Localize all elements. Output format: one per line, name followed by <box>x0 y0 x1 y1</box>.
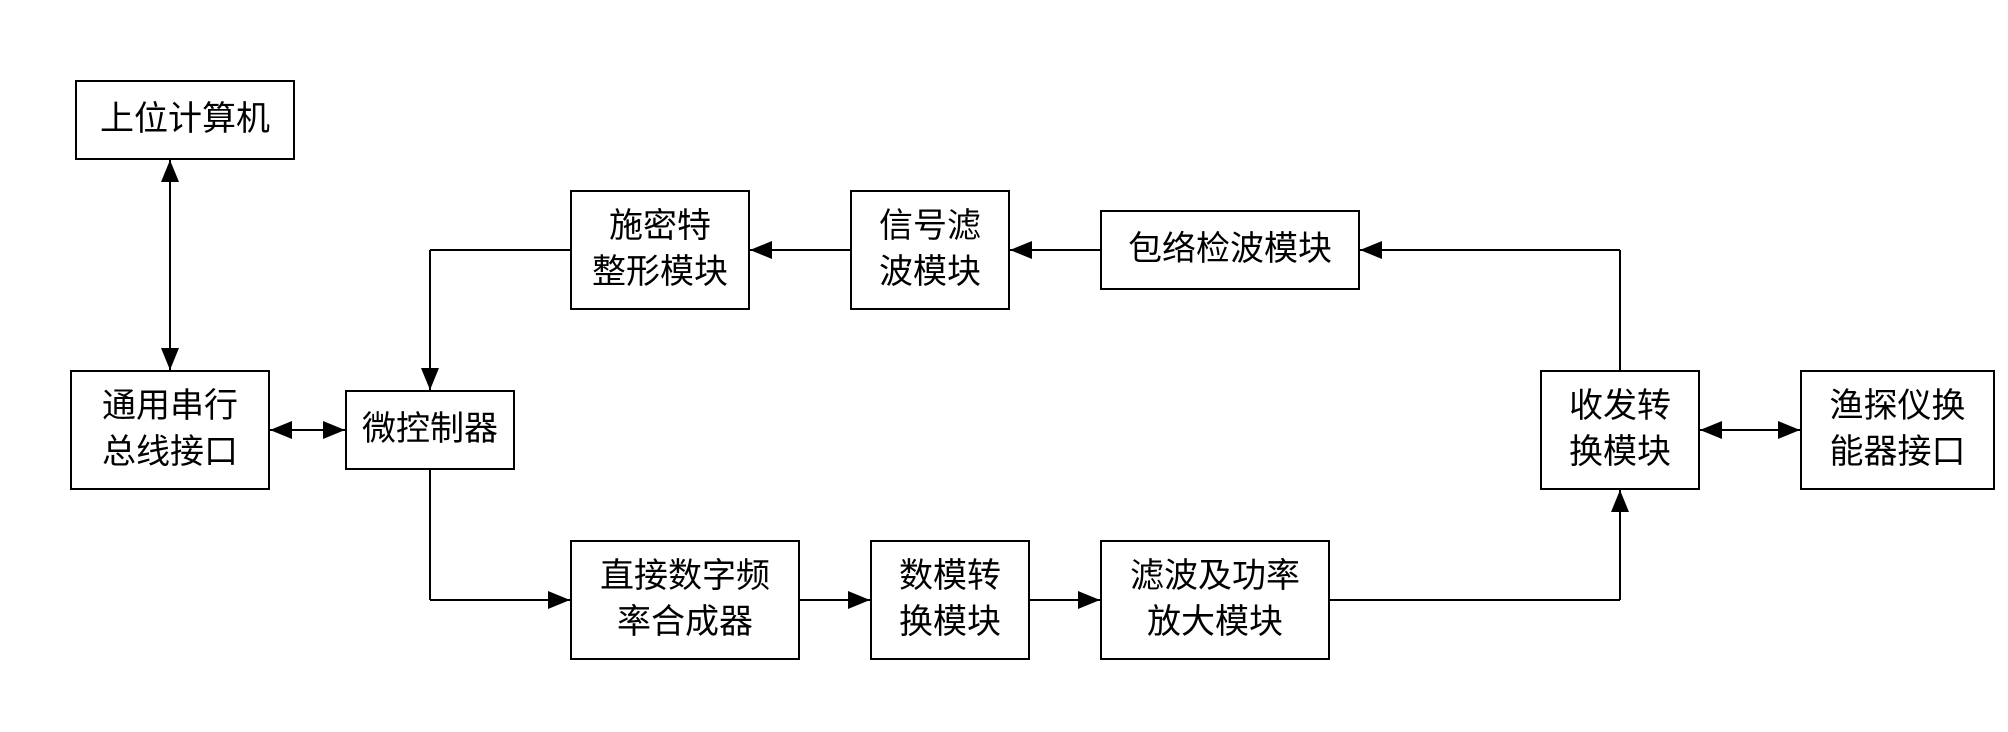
node-label: 滤波及功率 放大模块 <box>1130 554 1300 646</box>
node-xducer: 渔探仪换 能器接口 <box>1800 370 1995 490</box>
node-label: 包络检波模块 <box>1128 227 1332 273</box>
node-dac: 数模转 换模块 <box>870 540 1030 660</box>
node-dds: 直接数字频 率合成器 <box>570 540 800 660</box>
node-label: 收发转 换模块 <box>1569 384 1671 476</box>
node-label: 施密特 整形模块 <box>592 204 728 296</box>
node-label: 信号滤 波模块 <box>879 204 981 296</box>
node-mcu: 微控制器 <box>345 390 515 470</box>
node-host: 上位计算机 <box>75 80 295 160</box>
node-label: 上位计算机 <box>100 97 270 143</box>
node-schmitt: 施密特 整形模块 <box>570 190 750 310</box>
node-envdet: 包络检波模块 <box>1100 210 1360 290</box>
node-label: 通用串行 总线接口 <box>102 384 238 476</box>
node-usb: 通用串行 总线接口 <box>70 370 270 490</box>
node-label: 微控制器 <box>362 407 498 453</box>
node-sigfilt: 信号滤 波模块 <box>850 190 1010 310</box>
node-pa: 滤波及功率 放大模块 <box>1100 540 1330 660</box>
node-label: 直接数字频 率合成器 <box>600 554 770 646</box>
node-label: 数模转 换模块 <box>899 554 1001 646</box>
diagram-canvas: 上位计算机 通用串行 总线接口 微控制器 施密特 整形模块 信号滤 波模块 包络… <box>0 0 2008 732</box>
node-label: 渔探仪换 能器接口 <box>1830 384 1966 476</box>
node-trx: 收发转 换模块 <box>1540 370 1700 490</box>
